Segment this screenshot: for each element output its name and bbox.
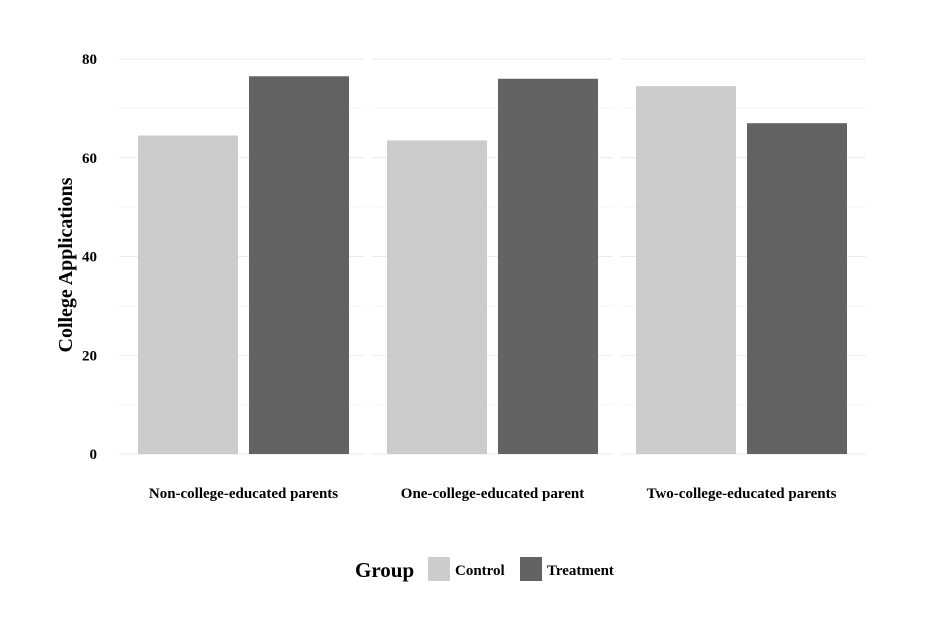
bar-control-3 — [636, 86, 736, 454]
x-category-label: Two-college-educated parents — [647, 486, 837, 502]
y-tick-label: 60 — [82, 151, 97, 167]
y-tick-label: 80 — [82, 52, 97, 68]
y-axis-title: College Applications — [55, 177, 77, 352]
bar-treatment-2 — [498, 78, 598, 454]
x-category-labels: Non-college-educated parents One-college-… — [149, 486, 837, 502]
legend-label-treatment: Treatment — [547, 563, 614, 579]
y-tick-labels: 0 20 40 60 80 — [82, 52, 97, 463]
x-category-label: Non-college-educated parents — [149, 486, 338, 502]
legend-item-control: Control — [428, 557, 505, 581]
bar-control-1 — [138, 135, 238, 454]
y-tick-label: 40 — [82, 250, 97, 266]
x-category-label: One-college-educated parent — [401, 486, 584, 502]
bar-treatment-1 — [249, 76, 349, 454]
bar-treatment-3 — [747, 123, 847, 454]
legend: Group Control Treatment — [355, 557, 614, 582]
y-tick-label: 20 — [82, 348, 97, 364]
legend-item-treatment: Treatment — [520, 557, 614, 581]
legend-label-control: Control — [455, 563, 505, 579]
bars — [138, 76, 847, 454]
y-tick-label: 0 — [90, 447, 98, 463]
legend-items: Control Treatment — [428, 557, 614, 581]
legend-key-treatment — [520, 557, 542, 581]
legend-title: Group — [355, 558, 414, 582]
legend-key-control — [428, 557, 450, 581]
bar-control-2 — [387, 140, 487, 454]
